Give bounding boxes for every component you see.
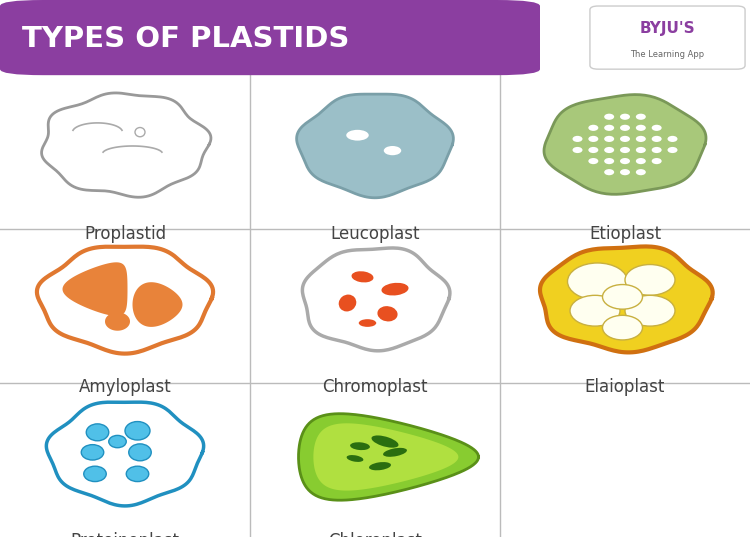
Circle shape — [636, 158, 646, 164]
Circle shape — [625, 265, 675, 295]
Ellipse shape — [129, 444, 152, 461]
FancyBboxPatch shape — [590, 6, 745, 69]
Text: Chromoplast: Chromoplast — [322, 379, 428, 396]
Ellipse shape — [371, 436, 398, 448]
Circle shape — [620, 125, 630, 131]
Circle shape — [636, 114, 646, 120]
Circle shape — [602, 315, 643, 340]
Circle shape — [572, 136, 583, 142]
Text: Elaioplast: Elaioplast — [585, 379, 665, 396]
Ellipse shape — [81, 445, 104, 460]
Circle shape — [652, 125, 662, 131]
Polygon shape — [296, 94, 453, 198]
Ellipse shape — [377, 306, 398, 322]
Circle shape — [588, 125, 598, 131]
Circle shape — [652, 158, 662, 164]
Ellipse shape — [369, 462, 391, 470]
Ellipse shape — [346, 455, 364, 462]
Polygon shape — [62, 262, 128, 316]
Circle shape — [604, 125, 614, 131]
Circle shape — [588, 158, 598, 164]
Polygon shape — [540, 246, 712, 352]
Ellipse shape — [384, 146, 401, 155]
Ellipse shape — [84, 466, 106, 482]
Circle shape — [652, 147, 662, 153]
Polygon shape — [37, 246, 213, 353]
Ellipse shape — [86, 424, 109, 441]
Polygon shape — [298, 413, 478, 500]
Circle shape — [568, 263, 628, 300]
Ellipse shape — [352, 271, 374, 282]
Text: Etioplast: Etioplast — [589, 224, 661, 243]
Ellipse shape — [346, 130, 369, 141]
Circle shape — [668, 147, 677, 153]
Circle shape — [620, 147, 630, 153]
Circle shape — [620, 136, 630, 142]
Ellipse shape — [358, 319, 376, 327]
Circle shape — [570, 295, 620, 326]
Circle shape — [620, 169, 630, 175]
Polygon shape — [302, 248, 450, 351]
Ellipse shape — [125, 422, 150, 440]
Ellipse shape — [383, 448, 407, 457]
Circle shape — [588, 147, 598, 153]
Ellipse shape — [350, 442, 370, 450]
Polygon shape — [105, 312, 130, 331]
Circle shape — [636, 136, 646, 142]
Ellipse shape — [126, 466, 148, 482]
Circle shape — [625, 295, 675, 326]
Circle shape — [636, 125, 646, 131]
Circle shape — [602, 285, 643, 309]
Circle shape — [604, 158, 614, 164]
Text: Chloroplast: Chloroplast — [328, 532, 422, 537]
Polygon shape — [544, 95, 706, 194]
Polygon shape — [133, 282, 182, 327]
Text: The Learning App: The Learning App — [631, 49, 704, 59]
Circle shape — [604, 147, 614, 153]
Circle shape — [620, 114, 630, 120]
Text: Amyloplast: Amyloplast — [79, 379, 171, 396]
Circle shape — [636, 169, 646, 175]
Circle shape — [604, 136, 614, 142]
FancyBboxPatch shape — [0, 0, 540, 75]
Circle shape — [604, 169, 614, 175]
Text: TYPES OF PLASTIDS: TYPES OF PLASTIDS — [22, 25, 349, 53]
Text: Leucoplast: Leucoplast — [330, 224, 420, 243]
Circle shape — [636, 147, 646, 153]
Circle shape — [604, 114, 614, 120]
Circle shape — [668, 136, 677, 142]
Polygon shape — [41, 93, 211, 197]
Ellipse shape — [382, 283, 409, 295]
Text: Proteinoplast: Proteinoplast — [70, 532, 179, 537]
Circle shape — [620, 158, 630, 164]
Text: Proplastid: Proplastid — [84, 224, 166, 243]
Polygon shape — [46, 402, 204, 506]
Text: BYJU'S: BYJU'S — [640, 21, 695, 36]
Circle shape — [588, 136, 598, 142]
Circle shape — [652, 136, 662, 142]
Polygon shape — [314, 423, 458, 491]
Ellipse shape — [109, 436, 126, 448]
Circle shape — [572, 147, 583, 153]
Ellipse shape — [339, 295, 356, 311]
